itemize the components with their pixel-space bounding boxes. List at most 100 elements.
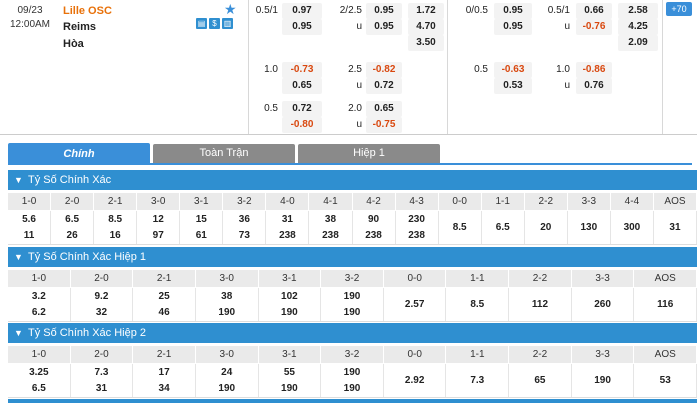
- score-odds-cell[interactable]: 55 190: [259, 364, 322, 397]
- odds-value-top[interactable]: 8.5: [470, 298, 485, 310]
- score-odds-cell[interactable]: 3.25 6.5: [8, 364, 71, 397]
- odds-value-top[interactable]: 65: [534, 374, 546, 386]
- odds-value-top[interactable]: 116: [657, 298, 674, 310]
- h1-ou2-over[interactable]: -0.86: [576, 62, 612, 78]
- score-odds-cell[interactable]: 3.2 6.2: [8, 288, 71, 321]
- ft-hdp2-home[interactable]: -0.73: [282, 62, 322, 78]
- odds-value-top[interactable]: 5.6: [22, 213, 36, 225]
- h1-ou-over[interactable]: 0.66: [576, 3, 612, 19]
- ft-ou-under[interactable]: 0.95: [366, 19, 402, 35]
- odds-value-bottom[interactable]: 97: [152, 229, 164, 241]
- odds-value-top[interactable]: 17: [158, 366, 170, 378]
- odds-value-top[interactable]: 25: [158, 290, 170, 302]
- odds-value-bottom[interactable]: 238: [322, 229, 339, 241]
- h1-ou2-under[interactable]: 0.76: [576, 78, 612, 94]
- score-odds-cell[interactable]: 31 238: [266, 211, 310, 244]
- score-odds-cell[interactable]: 116: [634, 288, 697, 321]
- odds-value-bottom[interactable]: 190: [281, 306, 298, 318]
- h1-ou-under[interactable]: -0.76: [576, 19, 612, 35]
- ft-hdp2-away[interactable]: 0.65: [282, 78, 322, 94]
- score-odds-cell[interactable]: 102 190: [259, 288, 322, 321]
- ft-hdp-away[interactable]: 0.95: [282, 19, 322, 35]
- odds-value-bottom[interactable]: 6.5: [31, 382, 46, 394]
- odds-value-top[interactable]: 7.3: [470, 374, 485, 386]
- odds-value-bottom[interactable]: 238: [279, 229, 296, 241]
- chart-icon[interactable]: ▥: [222, 18, 233, 29]
- odds-value-top[interactable]: 2.57: [404, 298, 425, 310]
- h1-hdp2-away[interactable]: 0.53: [494, 78, 532, 94]
- odds-value-top[interactable]: 55: [283, 366, 295, 378]
- score-odds-cell[interactable]: 2.57: [384, 288, 447, 321]
- odds-value-bottom[interactable]: 190: [343, 306, 361, 318]
- odds-value-top[interactable]: 3.25: [29, 366, 49, 378]
- odds-value-top[interactable]: 190: [343, 366, 361, 378]
- h1-hdp-away[interactable]: 0.95: [494, 19, 532, 35]
- section-header-correct-score-h1[interactable]: ▼ Tỷ Số Chính Xác Hiệp 1: [8, 247, 697, 267]
- score-odds-cell[interactable]: 9.2 32: [71, 288, 134, 321]
- score-odds-cell[interactable]: 90 238: [353, 211, 396, 244]
- tab-main[interactable]: Chính: [8, 143, 150, 165]
- score-odds-cell[interactable]: 8.5: [446, 288, 510, 321]
- score-odds-cell[interactable]: 112: [509, 288, 572, 321]
- odds-value-top[interactable]: 36: [238, 213, 250, 225]
- h1-1x2-home[interactable]: 2.58: [618, 3, 658, 19]
- odds-value-bottom[interactable]: 238: [408, 229, 425, 241]
- odds-value-bottom[interactable]: 73: [238, 229, 250, 241]
- more-bets-button[interactable]: +70: [666, 2, 692, 16]
- odds-value-top[interactable]: 102: [281, 290, 298, 302]
- odds-value-bottom[interactable]: 190: [218, 382, 236, 394]
- score-odds-cell[interactable]: 6.5 26: [51, 211, 95, 244]
- score-odds-cell[interactable]: 65: [509, 364, 572, 397]
- h1-1x2-away[interactable]: 4.25: [618, 19, 658, 35]
- score-odds-cell[interactable]: 7.3 31: [71, 364, 134, 397]
- score-odds-cell[interactable]: 2.92: [384, 364, 447, 397]
- odds-value-top[interactable]: 112: [531, 298, 549, 310]
- ft-ou3-over[interactable]: 0.65: [366, 101, 402, 117]
- ft-ou2-under[interactable]: 0.72: [366, 78, 402, 94]
- score-odds-cell[interactable]: 8.5 16: [94, 211, 138, 244]
- score-odds-cell[interactable]: 38 238: [309, 211, 353, 244]
- score-odds-cell[interactable]: 17 34: [133, 364, 196, 397]
- ft-hdp3-home[interactable]: 0.72: [282, 101, 322, 117]
- score-odds-cell[interactable]: 300: [611, 211, 654, 244]
- score-odds-cell[interactable]: 260: [572, 288, 635, 321]
- ft-1x2-draw[interactable]: 3.50: [408, 35, 444, 51]
- odds-value-bottom[interactable]: 61: [195, 229, 207, 241]
- odds-value-top[interactable]: 130: [580, 221, 598, 233]
- odds-value-top[interactable]: 190: [343, 290, 361, 302]
- home-team[interactable]: Lille OSC: [63, 5, 112, 17]
- section-header-correct-score[interactable]: ▼ Tỷ Số Chính Xác: [8, 170, 697, 190]
- score-odds-cell[interactable]: 53: [634, 364, 697, 397]
- odds-value-bottom[interactable]: 238: [365, 229, 382, 241]
- odds-value-bottom[interactable]: 190: [343, 382, 361, 394]
- score-odds-cell[interactable]: 24 190: [196, 364, 259, 397]
- tab-full-match[interactable]: Toàn Trận: [153, 144, 295, 163]
- odds-value-bottom[interactable]: 34: [158, 382, 170, 394]
- odds-value-bottom[interactable]: 32: [95, 306, 108, 318]
- score-odds-cell[interactable]: 31: [654, 211, 697, 244]
- ft-ou2-over[interactable]: -0.82: [366, 62, 402, 78]
- score-odds-cell[interactable]: 25 46: [133, 288, 196, 321]
- score-odds-cell[interactable]: 6.5: [482, 211, 525, 244]
- odds-value-top[interactable]: 8.5: [452, 221, 467, 233]
- odds-value-top[interactable]: 31: [281, 213, 293, 225]
- tab-first-half[interactable]: Hiệp 1: [298, 144, 440, 163]
- dollar-icon[interactable]: $: [209, 18, 220, 29]
- odds-value-bottom[interactable]: 26: [66, 229, 78, 241]
- section-header-correct-score-h2[interactable]: ▼ Tỷ Số Chính Xác Hiệp 2: [8, 323, 697, 343]
- score-odds-cell[interactable]: 5.6 11: [8, 211, 52, 244]
- h1-1x2-draw[interactable]: 2.09: [618, 35, 658, 51]
- score-odds-cell[interactable]: 230 238: [396, 211, 439, 244]
- odds-value-bottom[interactable]: 31: [95, 382, 108, 394]
- odds-value-top[interactable]: 38: [221, 290, 233, 302]
- ft-hdp-home[interactable]: 0.97: [282, 3, 322, 19]
- odds-value-top[interactable]: 6.5: [65, 213, 80, 225]
- odds-value-top[interactable]: 190: [594, 374, 611, 386]
- odds-value-top[interactable]: 53: [659, 374, 671, 386]
- odds-value-top[interactable]: 300: [623, 221, 641, 233]
- ft-ou3-under[interactable]: -0.75: [366, 117, 402, 133]
- odds-value-bottom[interactable]: 46: [158, 306, 170, 318]
- ft-1x2-home[interactable]: 1.72: [408, 3, 444, 19]
- odds-value-top[interactable]: 38: [324, 213, 337, 225]
- score-odds-cell[interactable]: 12 97: [137, 211, 181, 244]
